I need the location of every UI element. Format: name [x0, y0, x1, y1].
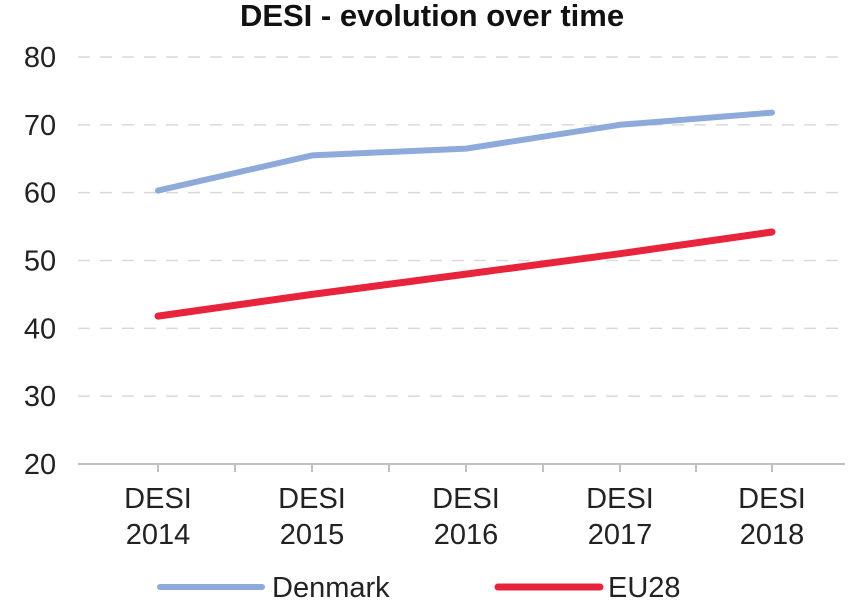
x-tick-label-line: 2017 [588, 519, 653, 551]
chart-title: DESI - evolution over time [240, 0, 624, 33]
x-tick-label-line: DESI [432, 483, 500, 515]
y-tick-label: 60 [24, 178, 56, 210]
y-tick-label: 30 [24, 381, 56, 413]
x-tick-label: DESI 2017 [586, 483, 654, 551]
series-line-eu28 [154, 228, 776, 320]
x-tick-label: DESI 2018 [738, 483, 806, 551]
legend-label-denmark: Denmark [272, 572, 390, 601]
x-tick-label-line: 2018 [740, 519, 805, 551]
legend-label-eu28: EU28 [608, 572, 681, 601]
x-tick-label-line: DESI [278, 483, 346, 515]
x-axis-ticks: DESI 2014 DESI 2015 DESI 2016 DESI 2017 DESI 2018 [124, 464, 806, 551]
x-tick-label: DESI 2016 [432, 483, 500, 551]
y-tick-label: 40 [24, 313, 56, 345]
x-tick-label: DESI 2014 [124, 483, 192, 551]
x-tick-label-line: DESI [124, 483, 192, 515]
y-tick-label: 20 [24, 449, 56, 481]
gridlines [78, 56, 845, 397]
legend: Denmark EU28 [157, 572, 681, 601]
x-tick-label: DESI 2015 [278, 483, 346, 551]
y-axis-ticks: 20 30 40 50 60 70 80 [24, 42, 56, 481]
x-tick-label-line: 2015 [280, 519, 345, 551]
y-tick-label: 70 [24, 110, 56, 142]
series-line-denmark [155, 109, 775, 194]
x-tick-label-line: 2014 [126, 519, 191, 551]
y-tick-label: 80 [24, 42, 56, 74]
x-tick-label-line: DESI [586, 483, 654, 515]
data-series [154, 109, 776, 320]
x-tick-label-line: 2016 [434, 519, 499, 551]
y-tick-label: 50 [24, 246, 56, 278]
x-tick-label-line: DESI [738, 483, 806, 515]
